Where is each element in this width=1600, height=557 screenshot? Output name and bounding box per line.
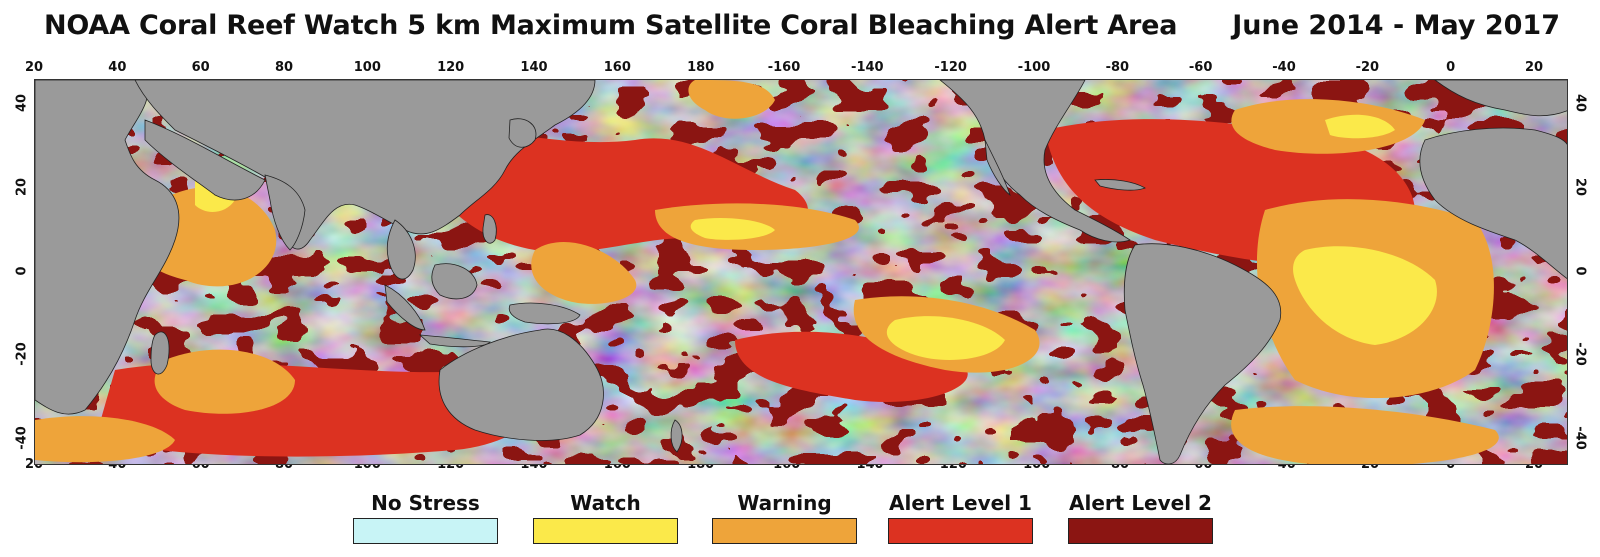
legend-label: No Stress xyxy=(371,491,480,515)
top-lon-tick: 120 xyxy=(437,60,465,75)
new-guinea-land xyxy=(508,302,581,325)
top-lon-tick: -60 xyxy=(1188,60,1213,75)
left-lat-tick: 0 xyxy=(14,265,30,276)
top-lon-tick: 20 xyxy=(1524,60,1544,75)
sumatra-land xyxy=(384,284,426,331)
legend-swatch xyxy=(533,518,678,544)
eurasia-land xyxy=(134,80,596,250)
top-lon-tick: 140 xyxy=(520,60,548,75)
legend-label: Alert Level 2 xyxy=(1069,491,1212,515)
top-lon-tick: -40 xyxy=(1272,60,1296,75)
madagascar-land xyxy=(150,331,170,375)
right-lat-tick: 20 xyxy=(1572,177,1588,196)
japan-land xyxy=(508,118,537,148)
left-lat-tick: 40 xyxy=(14,93,30,113)
top-lon-tick: 20 xyxy=(24,60,44,75)
top-lon-tick: -140 xyxy=(851,60,884,75)
top-lon-tick: -80 xyxy=(1105,60,1130,75)
borneo-land xyxy=(431,263,478,300)
alert-map-canvas xyxy=(35,80,1567,464)
right-lat-tick: -20 xyxy=(1572,342,1588,367)
top-lon-tick: 60 xyxy=(191,60,210,75)
legend-label: Alert Level 1 xyxy=(889,491,1032,515)
legend-swatch xyxy=(712,518,857,544)
west-africa-land xyxy=(1419,127,1567,279)
legend-item: Alert Level 1 xyxy=(888,490,1033,544)
top-lon-tick: 180 xyxy=(687,60,715,75)
legend-item: Warning xyxy=(712,490,857,544)
top-lon-tick: 80 xyxy=(274,60,294,75)
top-lon-tick: -20 xyxy=(1355,60,1380,75)
legend-label: Warning xyxy=(737,491,832,515)
africa-land xyxy=(35,80,180,415)
india-land xyxy=(264,174,306,251)
left-lat-tick: -40 xyxy=(14,426,30,450)
legend-label: Watch xyxy=(570,491,641,515)
alert-map xyxy=(34,79,1568,465)
baja-land xyxy=(984,139,1011,197)
land-masses xyxy=(35,80,1567,464)
philippines-land xyxy=(482,214,497,244)
map-title: NOAA Coral Reef Watch 5 km Maximum Satel… xyxy=(44,10,1178,41)
java-land xyxy=(418,334,491,348)
right-lat-tick: -40 xyxy=(1572,426,1588,450)
top-lon-tick: 0 xyxy=(1446,60,1456,75)
watch-areas xyxy=(195,114,1437,360)
left-lat-tick: 20 xyxy=(14,177,30,196)
legend-item: Alert Level 2 xyxy=(1068,490,1213,544)
australia-land xyxy=(438,328,604,441)
top-lon-tick: -160 xyxy=(767,60,801,75)
top-lon-tick: 160 xyxy=(603,60,631,75)
top-lon-tick: -100 xyxy=(1017,60,1051,75)
europe-land xyxy=(1434,80,1567,117)
top-lon-tick: 100 xyxy=(353,60,381,75)
legend-swatch xyxy=(353,518,498,544)
new-zealand-land xyxy=(670,419,683,453)
top-lon-tick: -120 xyxy=(934,60,967,75)
left-lat-tick: -20 xyxy=(14,342,30,367)
legend-item: Watch xyxy=(533,490,678,544)
cuba-land xyxy=(1094,179,1146,191)
date-range: June 2014 - May 2017 xyxy=(1232,10,1560,41)
south-america-land xyxy=(1123,243,1282,464)
top-lon-tick: 40 xyxy=(108,60,127,75)
right-lat-tick: 40 xyxy=(1572,93,1588,113)
legend-item: No Stress xyxy=(353,490,498,544)
right-lat-tick: 0 xyxy=(1572,265,1588,276)
legend-swatch xyxy=(1068,518,1213,544)
se-asia-land xyxy=(386,219,416,280)
arabia-land xyxy=(144,119,266,201)
legend-swatch xyxy=(888,518,1033,544)
